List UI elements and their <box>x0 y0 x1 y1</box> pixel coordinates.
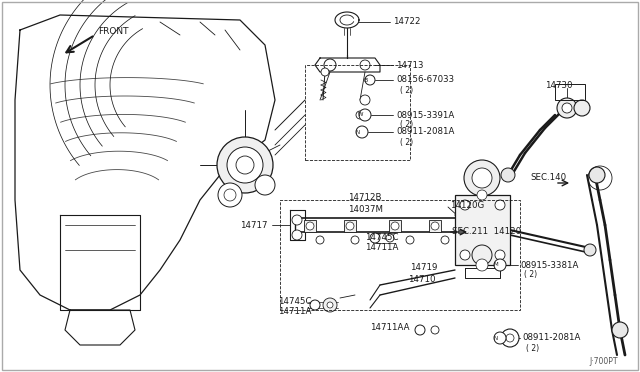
Bar <box>280 200 520 310</box>
Text: 14037M: 14037M <box>348 205 383 215</box>
Text: 14711A: 14711A <box>365 243 398 251</box>
Text: 14730: 14730 <box>545 80 573 90</box>
Circle shape <box>360 95 370 105</box>
Circle shape <box>612 322 628 338</box>
Circle shape <box>431 326 439 334</box>
Bar <box>344 220 356 232</box>
Circle shape <box>472 245 492 265</box>
Text: FRONT: FRONT <box>98 28 129 36</box>
Circle shape <box>589 167 605 183</box>
Circle shape <box>431 222 439 230</box>
Circle shape <box>316 236 324 244</box>
Circle shape <box>406 236 414 244</box>
Circle shape <box>351 236 359 244</box>
Circle shape <box>386 234 394 242</box>
Circle shape <box>441 236 449 244</box>
Text: 14120G: 14120G <box>450 201 484 209</box>
Circle shape <box>464 160 500 196</box>
Text: 08915-3381A: 08915-3381A <box>520 260 579 269</box>
Circle shape <box>218 183 242 207</box>
Circle shape <box>370 233 380 243</box>
Text: 14712B: 14712B <box>348 193 381 202</box>
Circle shape <box>501 329 519 347</box>
Circle shape <box>346 222 354 230</box>
Circle shape <box>224 189 236 201</box>
Circle shape <box>321 68 329 76</box>
Circle shape <box>306 222 314 230</box>
Circle shape <box>557 98 577 118</box>
Circle shape <box>365 75 375 85</box>
Circle shape <box>562 103 572 113</box>
Circle shape <box>584 244 596 256</box>
Text: 14711AA: 14711AA <box>370 324 410 333</box>
Circle shape <box>360 60 370 70</box>
Text: W: W <box>358 112 364 118</box>
Circle shape <box>356 126 368 138</box>
Bar <box>555 84 585 100</box>
Text: ( 2): ( 2) <box>526 343 539 353</box>
Text: 14711A: 14711A <box>278 308 312 317</box>
Circle shape <box>477 190 487 200</box>
Circle shape <box>255 175 275 195</box>
Circle shape <box>495 200 505 210</box>
Circle shape <box>506 334 514 342</box>
Text: 14719: 14719 <box>410 263 437 273</box>
Text: 14722: 14722 <box>393 17 420 26</box>
Circle shape <box>476 259 488 271</box>
Circle shape <box>324 59 336 71</box>
Text: 14745C: 14745C <box>365 232 399 241</box>
Text: ( 2): ( 2) <box>400 86 413 94</box>
Circle shape <box>501 168 515 182</box>
Circle shape <box>356 111 364 119</box>
Text: SEC.211  14120: SEC.211 14120 <box>452 228 521 237</box>
Text: 08915-3391A: 08915-3391A <box>396 110 454 119</box>
Text: ( 2): ( 2) <box>400 138 413 147</box>
Circle shape <box>460 200 470 210</box>
Circle shape <box>415 325 425 335</box>
Text: N: N <box>356 129 360 135</box>
Text: B: B <box>364 77 368 83</box>
Text: 14745C: 14745C <box>278 298 312 307</box>
Bar <box>304 220 316 232</box>
Bar <box>389 220 401 232</box>
Text: M: M <box>493 263 499 267</box>
Circle shape <box>217 137 273 193</box>
Text: J·700PT: J·700PT <box>589 357 618 366</box>
Bar <box>305 65 410 160</box>
Text: 08156-67033: 08156-67033 <box>396 76 454 84</box>
Text: 14717: 14717 <box>241 221 268 230</box>
Text: N: N <box>494 336 498 340</box>
Text: SEC.140: SEC.140 <box>530 173 566 183</box>
Text: 14710: 14710 <box>408 276 435 285</box>
Text: 08911-2081A: 08911-2081A <box>522 334 580 343</box>
Circle shape <box>574 100 590 116</box>
Circle shape <box>323 298 337 312</box>
Text: 08911-2081A: 08911-2081A <box>396 128 454 137</box>
Text: ( 2): ( 2) <box>524 270 537 279</box>
Text: 14713: 14713 <box>396 61 424 70</box>
Bar <box>455 195 510 265</box>
Circle shape <box>391 222 399 230</box>
Text: ( 2): ( 2) <box>400 121 413 129</box>
Circle shape <box>460 250 470 260</box>
Circle shape <box>495 250 505 260</box>
Circle shape <box>359 109 371 121</box>
Circle shape <box>227 147 263 183</box>
Circle shape <box>292 230 302 240</box>
Circle shape <box>310 300 320 310</box>
Circle shape <box>494 259 506 271</box>
Circle shape <box>236 156 254 174</box>
Circle shape <box>494 332 506 344</box>
Circle shape <box>327 302 333 308</box>
Circle shape <box>292 215 302 225</box>
Circle shape <box>472 168 492 188</box>
Bar <box>429 220 441 232</box>
